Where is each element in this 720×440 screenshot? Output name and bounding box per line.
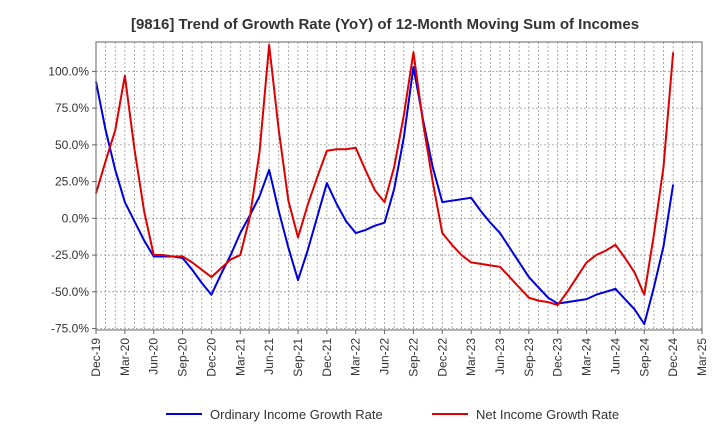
x-tick-label: Jun-20 bbox=[147, 338, 161, 375]
legend: Ordinary Income Growth Rate Net Income Gr… bbox=[166, 407, 619, 422]
x-tick-label: Mar-21 bbox=[233, 338, 247, 376]
y-tick-label: -25.0% bbox=[51, 248, 89, 262]
x-axis-ticks: Dec-19 Mar-20 Jun-20 Sep-20 Dec-20 Mar-21 Jun-… bbox=[89, 330, 709, 377]
x-tick-label: Mar-25 bbox=[695, 338, 709, 376]
x-tick-label: Dec-24 bbox=[666, 338, 680, 377]
grid-lines bbox=[95, 42, 703, 330]
legend-label: Net Income Growth Rate bbox=[476, 407, 619, 422]
series-line-ordinary-income bbox=[95, 65, 675, 326]
x-tick-label: Mar-23 bbox=[464, 338, 478, 376]
x-tick-label: Mar-20 bbox=[118, 338, 132, 376]
x-tick-label: Sep-21 bbox=[291, 338, 305, 377]
x-tick-label: Dec-22 bbox=[435, 338, 449, 377]
x-tick-label: Jun-23 bbox=[493, 338, 507, 375]
x-tick-label: Jun-24 bbox=[608, 338, 622, 375]
y-tick-label: 100.0% bbox=[48, 64, 89, 78]
x-tick-label: Jun-21 bbox=[262, 338, 276, 375]
y-tick-label: 75.0% bbox=[55, 101, 89, 115]
x-tick-label: Dec-19 bbox=[89, 338, 103, 377]
x-tick-label: Dec-23 bbox=[551, 338, 565, 377]
y-tick-label: -75.0% bbox=[51, 322, 89, 336]
x-tick-label: Sep-22 bbox=[406, 338, 420, 377]
y-axis-ticks: 100.0% 75.0% 50.0% 25.0% 0.0% -25.0% -50.0% -75… bbox=[48, 64, 96, 336]
legend-label: Ordinary Income Growth Rate bbox=[210, 407, 383, 422]
y-tick-label: -50.0% bbox=[51, 285, 89, 299]
chart-title: [9816] Trend of Growth Rate (YoY) of 12-… bbox=[131, 16, 639, 33]
y-tick-label: 50.0% bbox=[55, 138, 89, 152]
y-tick-label: 0.0% bbox=[62, 211, 90, 225]
plot-frame bbox=[95, 41, 703, 331]
x-tick-label: Sep-23 bbox=[522, 338, 536, 377]
y-tick-label: 25.0% bbox=[55, 175, 89, 189]
x-tick-label: Dec-20 bbox=[204, 338, 218, 377]
x-tick-label: Jun-22 bbox=[378, 338, 392, 375]
x-tick-label: Mar-22 bbox=[349, 338, 363, 376]
series-line-net-income bbox=[95, 43, 675, 307]
series-lines bbox=[95, 43, 675, 326]
x-tick-label: Dec-21 bbox=[320, 338, 334, 377]
x-tick-label: Sep-20 bbox=[176, 338, 190, 377]
x-tick-label: Mar-24 bbox=[580, 338, 594, 376]
x-tick-label: Sep-24 bbox=[637, 338, 651, 377]
